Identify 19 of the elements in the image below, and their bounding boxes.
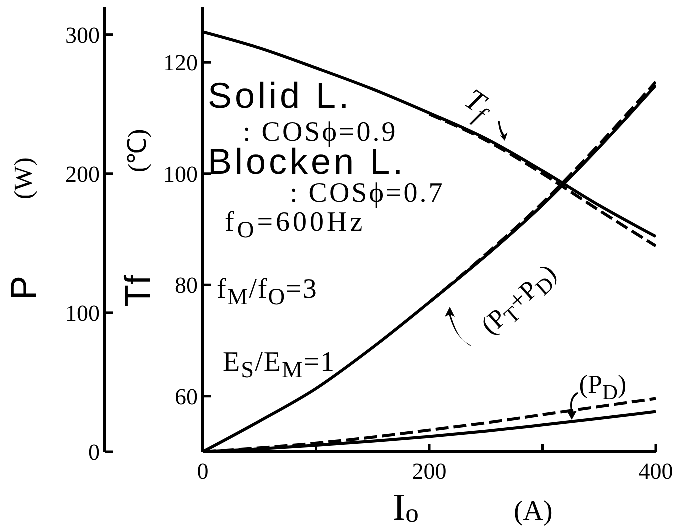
text: Tf (℃) — [116, 129, 158, 307]
y2-tick-label: 200 — [66, 161, 100, 186]
annotation: f$_{M}$/f$_{O}$=3 — [217, 274, 318, 311]
y-tick-label: 80 — [175, 272, 198, 298]
series-label: (P$_{D}$) — [579, 370, 627, 404]
y2-tick-label: 0 — [88, 440, 100, 464]
annotation: Solid L. — [208, 75, 352, 116]
y2-tick-label: 300 — [66, 22, 100, 48]
x-tick-label: 400 — [638, 458, 673, 484]
x-tick-label: 200 — [412, 458, 447, 484]
y2-tick-label: 100 — [66, 300, 100, 326]
text: P (W) — [2, 158, 44, 300]
y-tick-label: 120 — [164, 50, 198, 76]
annotation: : COSϕ=0.7 — [290, 178, 445, 209]
x-tick-label: 0 — [197, 458, 209, 484]
y-tick-label: 60 — [175, 384, 198, 409]
y-tick-label: 100 — [164, 161, 198, 186]
annotation: E$_{S}$/E$_{M}$=1 — [223, 347, 336, 384]
annotation: f$_{O}$=600Hz — [225, 207, 366, 244]
